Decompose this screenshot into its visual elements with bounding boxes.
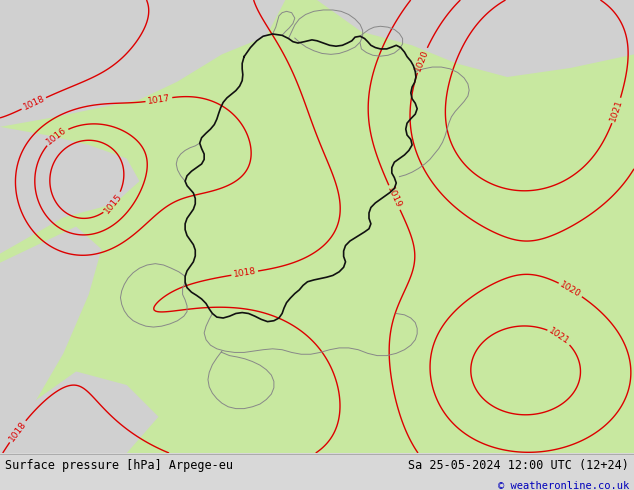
Polygon shape [0,127,139,272]
Text: 1017: 1017 [147,94,171,106]
Text: 1020: 1020 [559,280,583,299]
Polygon shape [0,371,158,453]
Text: 1015: 1015 [103,192,124,215]
Text: Surface pressure [hPa] Arpege-eu: Surface pressure [hPa] Arpege-eu [5,460,233,472]
Text: 1019: 1019 [385,185,403,210]
Text: 1021: 1021 [547,326,571,346]
Text: 1018: 1018 [22,95,46,112]
Text: 1021: 1021 [609,98,624,123]
Polygon shape [0,226,101,453]
Text: 1018: 1018 [233,267,257,279]
Polygon shape [317,0,634,77]
Text: 1020: 1020 [413,48,430,73]
Polygon shape [0,0,285,127]
Text: 1018: 1018 [7,419,28,443]
Text: Sa 25-05-2024 12:00 UTC (12+24): Sa 25-05-2024 12:00 UTC (12+24) [408,460,629,472]
Text: © weatheronline.co.uk: © weatheronline.co.uk [498,481,629,490]
Text: 1016: 1016 [45,125,68,147]
